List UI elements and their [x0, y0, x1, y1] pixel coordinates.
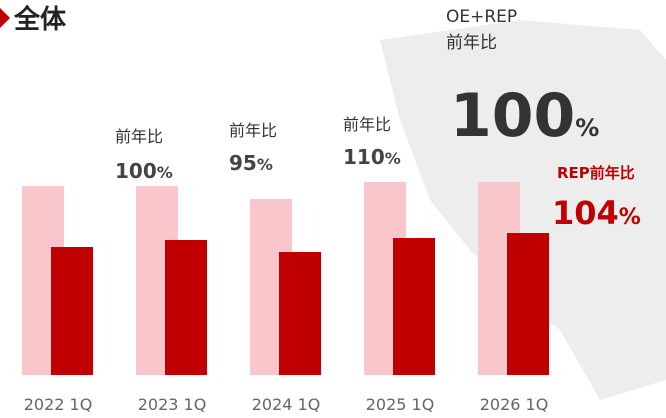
- summary-number: 100: [450, 81, 575, 151]
- annotation-value: 100%: [115, 159, 173, 183]
- bar: [393, 238, 435, 375]
- annotation-value: 95%: [229, 151, 273, 175]
- x-tick-label: 2022 1Q: [24, 395, 93, 414]
- annotation-unit: %: [257, 155, 273, 174]
- annotation-unit: %: [385, 149, 401, 168]
- summary-label: REP前年比: [557, 164, 635, 182]
- annotation-number: 110: [343, 145, 385, 169]
- map-background: [380, 20, 666, 400]
- annotation-value: 110%: [343, 145, 401, 169]
- annotation-number: 100: [115, 159, 157, 183]
- x-tick-label: 2025 1Q: [366, 395, 435, 414]
- chart-title: 全体: [13, 4, 67, 35]
- annotation-label: 前年比: [229, 121, 277, 140]
- summary-unit: %: [619, 205, 641, 230]
- annotation-label: 前年比: [343, 115, 391, 134]
- x-tick-label: 2026 1Q: [480, 395, 549, 414]
- bar: [165, 240, 207, 375]
- bar: [279, 252, 321, 375]
- summary-label: 前年比: [446, 33, 497, 53]
- summary-label: OE+REP: [446, 7, 517, 27]
- summary-number: 104: [552, 194, 619, 232]
- annotation-unit: %: [157, 163, 173, 182]
- annotation-label: 前年比: [115, 127, 163, 146]
- x-tick-label: 2024 1Q: [252, 395, 321, 414]
- annotation-number: 95: [229, 151, 257, 175]
- title-marker: [0, 8, 10, 28]
- summary-unit: %: [575, 114, 599, 142]
- summary-value: 100%: [450, 81, 599, 151]
- summary-value: 104%: [552, 194, 641, 232]
- x-tick-label: 2023 1Q: [138, 395, 207, 414]
- bar: [51, 247, 93, 375]
- bar: [507, 233, 549, 375]
